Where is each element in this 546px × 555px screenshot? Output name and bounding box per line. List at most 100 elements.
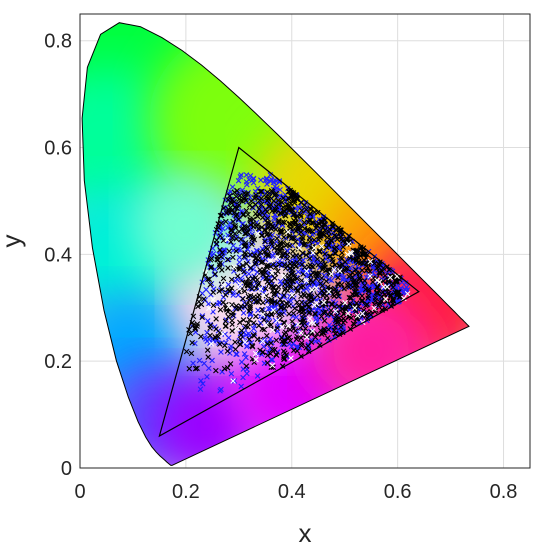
scatter-point — [336, 262, 343, 269]
scatter-point — [255, 307, 261, 314]
scatter-point — [261, 326, 268, 333]
scatter-point — [192, 365, 199, 372]
scatter-point — [335, 282, 342, 288]
scatter-point — [273, 337, 280, 343]
scatter-point — [331, 334, 338, 340]
scatter-point — [253, 313, 259, 320]
scatter-point — [238, 236, 244, 243]
scatter-point — [183, 348, 190, 355]
scatter-point — [207, 281, 214, 288]
scatter-point — [218, 349, 224, 355]
scatter-point — [308, 220, 315, 226]
scatter-point — [355, 303, 362, 310]
scatter-point — [310, 264, 316, 270]
scatter-point — [217, 260, 223, 266]
scatter-point — [254, 277, 261, 283]
scatter-point — [261, 266, 267, 273]
scatter-point — [241, 288, 248, 295]
scatter-point — [297, 211, 304, 218]
scatter-point — [238, 359, 245, 365]
scatter-point — [336, 245, 343, 252]
scatter-point — [273, 352, 280, 358]
scatter-point — [304, 334, 310, 340]
scatter-point — [225, 335, 232, 341]
scatter-point — [363, 274, 370, 281]
scatter-point — [269, 346, 276, 353]
scatter-point — [289, 207, 296, 213]
scatter-point — [227, 199, 234, 206]
scatter-point — [224, 348, 231, 354]
scatter-point — [259, 245, 266, 252]
scatter-point — [224, 256, 231, 263]
scatter-point — [274, 254, 281, 261]
scatter-point — [245, 293, 252, 300]
scatter-point — [359, 310, 366, 317]
scatter-point — [244, 191, 251, 197]
scatter-point — [236, 266, 243, 272]
scatter-point — [332, 330, 339, 337]
scatter-point — [322, 227, 328, 234]
scatter-point — [271, 290, 278, 297]
scatter-point — [344, 237, 351, 243]
scatter-point — [310, 245, 316, 251]
scatter-point — [189, 339, 195, 346]
scatter-point — [225, 256, 232, 263]
scatter-point — [367, 268, 373, 275]
scatter-point — [394, 292, 400, 299]
scatter-point — [237, 173, 244, 180]
scatter-point — [278, 304, 284, 310]
scatter-point — [230, 310, 236, 316]
scatter-point — [363, 263, 370, 269]
scatter-point — [383, 286, 390, 292]
scatter-point — [309, 287, 315, 293]
scatter-point — [332, 303, 338, 310]
scatter-point — [318, 275, 325, 281]
scatter-point — [290, 190, 297, 196]
scatter-point — [284, 335, 291, 341]
scatter-point — [285, 323, 292, 329]
scatter-point — [289, 292, 295, 298]
scatter-point — [293, 223, 300, 230]
scatter-point — [269, 362, 276, 369]
scatter-point — [351, 266, 358, 273]
x-tick-label: 0.4 — [278, 481, 306, 503]
scatter-point — [296, 303, 302, 309]
scatter-point — [234, 273, 241, 279]
scatter-point — [353, 315, 360, 322]
scatter-point — [253, 299, 259, 305]
scatter-point — [297, 261, 303, 268]
scatter-point — [318, 243, 325, 250]
scatter-point — [236, 254, 243, 261]
scatter-point — [358, 277, 364, 284]
scatter-point — [283, 352, 290, 358]
scatter-point — [300, 235, 306, 241]
scatter-point — [250, 223, 257, 230]
x-tick-label: 0 — [74, 481, 85, 503]
scatter-point — [247, 222, 254, 228]
scatter-point — [259, 338, 266, 345]
scatter-point — [301, 219, 308, 226]
scatter-point — [264, 189, 271, 196]
scatter-point — [339, 324, 346, 331]
scatter-point — [279, 299, 285, 306]
scatter-point — [213, 367, 219, 374]
scatter-point — [320, 262, 327, 269]
scatter-point — [305, 348, 312, 355]
scatter-point — [390, 284, 396, 291]
scatter-point — [281, 305, 288, 312]
scatter-point — [335, 267, 342, 274]
scatter-point — [332, 286, 339, 292]
scatter-point — [251, 195, 258, 202]
scatter-point — [343, 241, 350, 247]
scatter-point — [326, 322, 333, 328]
scatter-point — [264, 231, 271, 237]
scatter-point — [307, 315, 313, 322]
scatter-point — [243, 354, 249, 361]
scatter-point — [224, 364, 231, 371]
scatter-point — [252, 210, 259, 217]
scatter-point — [268, 300, 275, 306]
scatter-point — [312, 311, 319, 318]
scatter-point — [294, 299, 300, 306]
scatter-point — [232, 346, 239, 353]
